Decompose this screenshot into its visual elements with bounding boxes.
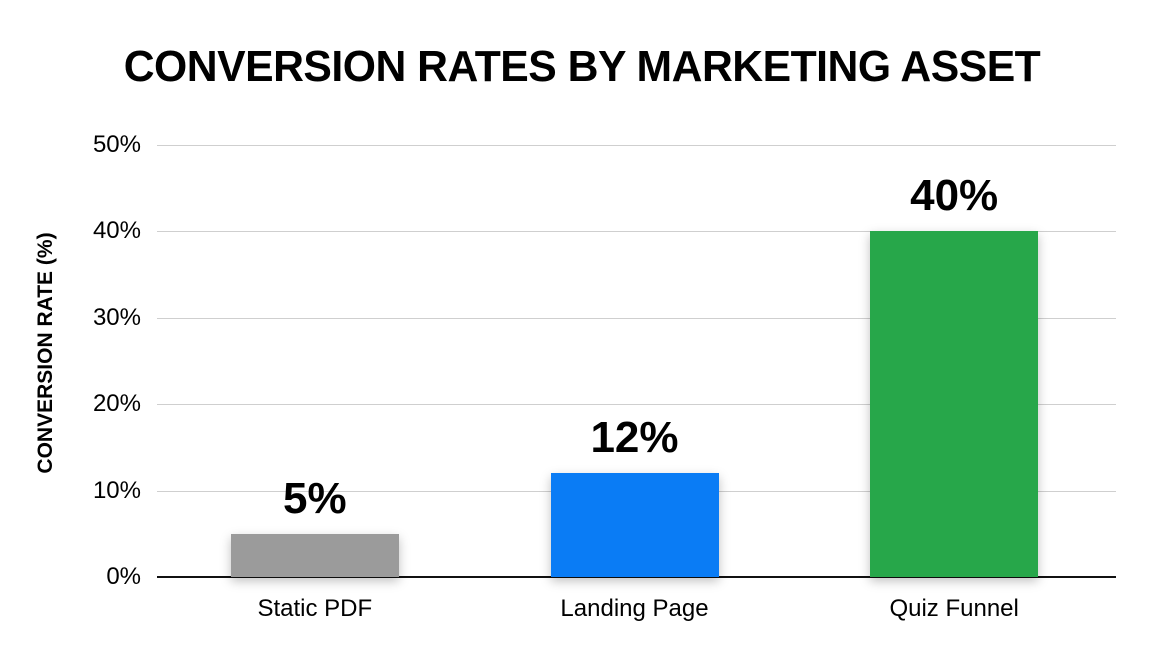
gridline (157, 404, 1116, 406)
bar-value-label: 5% (283, 473, 347, 523)
y-tick-label: 20% (92, 390, 141, 418)
y-tick-label: 30% (92, 303, 141, 331)
chart-title: CONVERSION RATES BY MARKETING ASSET (123, 42, 1041, 91)
bar-static-pdf (230, 533, 399, 577)
bar-quiz-funnel (870, 231, 1039, 577)
y-tick-label: 10% (92, 476, 141, 504)
y-tick-label: 0% (106, 563, 141, 590)
x-category-label: Static PDF (257, 595, 373, 622)
plot-area (157, 145, 1116, 578)
y-tick-label: 50% (92, 131, 141, 158)
gridline (157, 145, 1116, 146)
bar-value-label: 12% (590, 413, 679, 463)
x-category-label: Quiz Funnel (889, 595, 1019, 622)
x-category-label: Landing Page (560, 595, 709, 622)
bar-landing-page (550, 473, 719, 577)
gridline (157, 317, 1116, 319)
gridline (157, 231, 1116, 233)
bar-value-label: 40% (910, 171, 999, 221)
y-axis-label: CONVERSION RATE (%) (34, 232, 57, 474)
y-tick-label: 40% (92, 217, 141, 245)
x-axis-line (157, 576, 1116, 578)
